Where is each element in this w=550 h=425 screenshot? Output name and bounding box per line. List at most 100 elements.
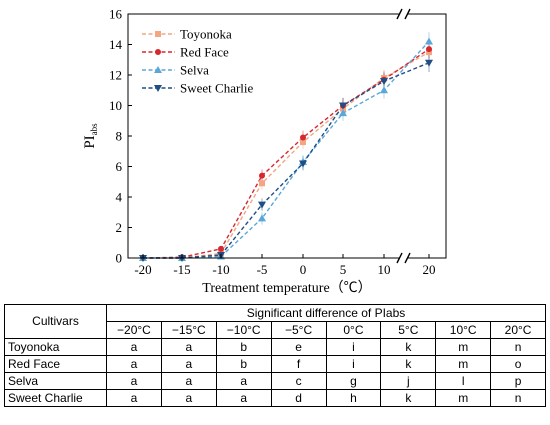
temperature-column-header: 0°C	[325, 321, 382, 339]
series-line-sweet-charlie	[143, 62, 430, 259]
axis-break-mark	[404, 8, 411, 20]
significance-letter-cell: a	[106, 355, 162, 373]
legend-marker-sweet-charlie	[154, 85, 162, 92]
legend-label-toyonoka: Toyonoka	[180, 27, 232, 42]
data-point-toyonoka	[259, 180, 265, 187]
y-axis-label-main: PI	[82, 135, 98, 148]
x-tick-label: -5	[257, 262, 268, 277]
significance-letter-cell: a	[160, 372, 217, 390]
significance-letter-cell: n	[490, 338, 546, 356]
significance-letter-cell: b	[215, 338, 272, 356]
axis-break-mark	[396, 252, 403, 264]
table-header-row: Cultivars Significant difference of PIab…	[4, 304, 546, 339]
data-point-selva	[258, 214, 266, 222]
significance-letter-cell: j	[380, 372, 437, 390]
y-axis-label: PIabs	[82, 123, 99, 149]
axis-break-gap	[400, 9, 407, 19]
group-header: Significant difference of PIabs	[106, 304, 546, 322]
significance-letter-cell: i	[325, 355, 382, 373]
y-axis-ticks: 0 2 4 6 8 10 12 14 16	[109, 7, 132, 266]
cultivars-header: Cultivars	[4, 304, 107, 339]
y-axis-label-sub: abs	[89, 123, 99, 135]
data-point-sweet-charlie	[380, 78, 388, 86]
y-tick-label: 8	[116, 129, 123, 144]
data-point-sweet-charlie	[339, 102, 347, 110]
temperature-column-header: −5°C	[270, 321, 327, 339]
data-point-sweet-charlie	[425, 59, 433, 67]
significance-table: Cultivars Significant difference of PIab…	[4, 304, 546, 407]
x-tick-label: -15	[173, 262, 190, 277]
legend-label-selva: Selva	[180, 63, 209, 78]
significance-letter-cell: i	[325, 338, 382, 356]
y-tick-label: 16	[109, 7, 123, 22]
data-point-selva	[425, 37, 433, 45]
legend-marker-red-face	[155, 49, 161, 55]
x-axis-ticks: -20 -15 -10 -5 0 5 10 20	[134, 254, 436, 277]
significance-letter-cell: a	[160, 355, 217, 373]
table-body: Toyonoka a a b e i k m n Red Face a a b f i k m o Selva a a a…	[4, 338, 546, 407]
significance-letter-cell: a	[215, 372, 272, 390]
significance-letter-cell: c	[270, 372, 327, 390]
temperature-column-header: −15°C	[160, 321, 217, 339]
significance-letter-cell: a	[160, 389, 217, 407]
series-line-red-face	[142, 48, 430, 259]
data-point-toyonoka	[300, 139, 306, 146]
x-tick-label: -10	[212, 262, 229, 277]
table-row: Sweet Charlie a a a d h k m n	[4, 389, 546, 407]
significance-letter-cell: a	[106, 372, 162, 390]
axis-break	[396, 8, 411, 264]
significance-letter-cell: f	[270, 355, 327, 373]
cultivar-name-cell: Red Face	[4, 355, 107, 373]
y-tick-label: 4	[116, 190, 123, 205]
y-tick-label: 0	[116, 251, 123, 266]
pi-abs-line-chart: 0 2 4 6 8 10 12 14 16 -20 -15 -10 -5 0 5 10 20 PIabs Tr…	[82, 7, 447, 296]
significance-letter-cell: a	[106, 338, 162, 356]
cultivar-name-cell: Selva	[4, 372, 107, 390]
significance-letter-cell: m	[435, 338, 492, 356]
axis-break-mark	[404, 252, 411, 264]
table-row: Red Face a a b f i k m o	[4, 355, 546, 373]
significance-letter-cell: b	[215, 355, 272, 373]
significance-letter-cell: k	[380, 338, 437, 356]
significance-letter-cell: a	[160, 338, 217, 356]
significance-letter-cell: p	[490, 372, 546, 390]
x-tick-label: 20	[423, 262, 436, 277]
legend: Toyonoka Red Face Selva Sweet Charlie	[142, 27, 254, 96]
legend-marker-toyonoka	[155, 31, 161, 37]
temperature-column-header: −10°C	[215, 321, 272, 339]
table-row: Toyonoka a a b e i k m n	[4, 338, 546, 356]
significance-letter-cell: k	[380, 355, 437, 373]
significance-letter-cell: m	[435, 355, 492, 373]
data-point-red-face	[300, 134, 306, 141]
x-tick-label: -20	[134, 262, 151, 277]
significance-letter-cell: e	[270, 338, 327, 356]
cultivar-name-cell: Sweet Charlie	[4, 389, 107, 407]
significance-letter-cell: k	[380, 389, 437, 407]
error-bars	[261, 32, 430, 225]
temperature-column-header: 20°C	[490, 321, 546, 339]
x-axis-label: Treatment temperature（℃）	[202, 280, 371, 296]
significance-letter-cell: m	[435, 389, 492, 407]
significance-letter-cell: a	[106, 389, 162, 407]
data-point-selva	[339, 109, 347, 117]
y-tick-label: 10	[109, 98, 122, 113]
temperature-column-header: 10°C	[435, 321, 492, 339]
data-point-red-face	[259, 172, 265, 179]
y-tick-label: 2	[116, 220, 123, 235]
significance-letter-cell: a	[215, 389, 272, 407]
temperature-column-header: −20°C	[106, 321, 162, 339]
x-tick-label: 10	[378, 262, 391, 277]
temperature-column-header: 5°C	[380, 321, 437, 339]
data-point-selva	[380, 86, 388, 94]
axis-break-mark	[396, 8, 403, 20]
table-row: Selva a a a c g j l p	[4, 372, 546, 390]
significance-letter-cell: g	[325, 372, 382, 390]
x-tick-label: 0	[300, 262, 307, 277]
significance-letter-cell: o	[490, 355, 546, 373]
plot-frame	[127, 13, 447, 259]
x-tick-label: 5	[340, 262, 347, 277]
legend-label-sweet-charlie: Sweet Charlie	[180, 81, 254, 96]
data-point-toyonoka	[426, 49, 432, 56]
axis-break-gap	[400, 253, 407, 263]
significance-letter-cell: h	[325, 389, 382, 407]
